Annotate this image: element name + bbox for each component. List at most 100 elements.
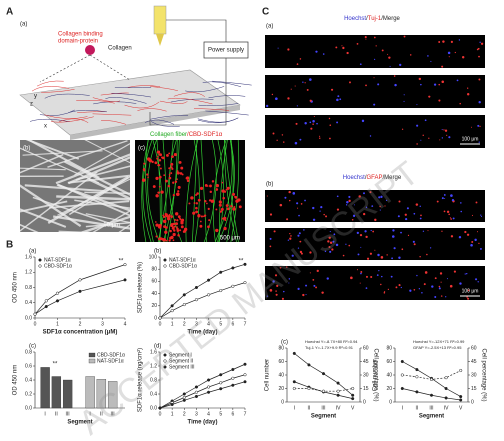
cell (370, 229, 372, 232)
cell (392, 229, 395, 232)
y-tick-label: 100 (149, 254, 158, 260)
cell (429, 247, 432, 249)
marker (292, 380, 296, 384)
marker (336, 389, 340, 393)
marker (194, 285, 198, 290)
y-tick-label: 0.6 (25, 363, 32, 369)
y-tick-label: 20 (278, 386, 284, 392)
cell (438, 99, 441, 102)
cell (304, 82, 306, 84)
marker (219, 373, 223, 377)
marker (44, 305, 48, 309)
cell (266, 295, 269, 297)
marker (307, 363, 311, 367)
cell (289, 233, 291, 235)
cell (356, 231, 359, 235)
cell (289, 199, 291, 202)
cell (365, 84, 367, 87)
red-dot (155, 221, 157, 223)
cell (328, 245, 331, 249)
red-dot (195, 202, 199, 205)
cell (438, 41, 441, 43)
red-dot (176, 192, 180, 197)
protein (85, 45, 95, 55)
cell (476, 48, 479, 51)
red-dot (215, 208, 218, 211)
cell (275, 97, 278, 101)
cell (406, 207, 409, 210)
y-axis-label: SDF1α release (ng/cm²) (138, 348, 144, 412)
cell (336, 195, 339, 198)
green-fiber (212, 140, 227, 242)
cell (443, 129, 445, 131)
annotation: Hoechst Y=-8.7X+80 R²=0.94 (305, 339, 358, 344)
cell (309, 78, 312, 81)
marker (170, 309, 174, 313)
marker (292, 351, 296, 355)
legend-marker (163, 353, 167, 357)
cell (467, 289, 470, 292)
cell (275, 293, 278, 296)
cell (286, 266, 288, 268)
red-dot (215, 228, 219, 233)
sem-fiber (81, 215, 130, 232)
cell (361, 119, 365, 123)
bar (96, 379, 107, 409)
cell (315, 286, 318, 289)
cell (398, 200, 401, 203)
micrograph (265, 190, 485, 222)
cell (288, 278, 291, 280)
cell (328, 236, 331, 239)
fiber (159, 100, 188, 104)
y-tick-label: 0.0 (25, 405, 32, 411)
legend-marker (38, 264, 42, 268)
marker (351, 386, 355, 391)
marker (292, 386, 296, 391)
cell (448, 56, 450, 58)
cell (443, 194, 446, 196)
marker (351, 393, 355, 397)
marker (33, 312, 37, 316)
sem-fiber (75, 165, 130, 181)
series-line (159, 374, 246, 409)
x-tick-label: 6 (231, 321, 234, 327)
cell (416, 143, 418, 145)
cell (471, 126, 473, 128)
cell (345, 243, 347, 245)
micrograph (265, 266, 485, 300)
fiber (198, 103, 239, 107)
marker (429, 377, 434, 382)
image-title: Hoechst/GFAP/Merge (343, 175, 402, 181)
cell (479, 41, 481, 43)
axis-letter: z (30, 102, 33, 108)
marker (400, 386, 404, 391)
cell (373, 103, 376, 106)
cell (450, 40, 453, 43)
cell (446, 210, 450, 214)
red-dot (193, 202, 196, 204)
image-title: Collagen fiber/CBD-SDF1α (150, 132, 223, 138)
cell (390, 275, 393, 278)
red-dot (199, 224, 203, 228)
red-dot (215, 188, 219, 191)
red-dot (237, 198, 241, 202)
x-tick-label: V (459, 405, 463, 411)
cell (466, 93, 470, 96)
x-tick-label: 2 (183, 411, 186, 417)
red-dot (163, 174, 166, 177)
cell (348, 199, 351, 202)
panel-label: (c) (281, 340, 288, 346)
red-dot (147, 176, 149, 179)
red-dot (164, 230, 168, 234)
chart: 0 20 40 60 80 100 0 1 2 3 4 5 6 7 (b) Time (day) SDF1α r… (138, 249, 247, 336)
red-dot (158, 159, 162, 162)
cell (441, 197, 444, 200)
cell (312, 206, 315, 210)
red-dot (186, 179, 190, 183)
red-dot (172, 226, 174, 228)
cell (290, 88, 292, 90)
red-dot (160, 190, 164, 194)
red-dot (179, 218, 182, 221)
marker (194, 390, 198, 394)
